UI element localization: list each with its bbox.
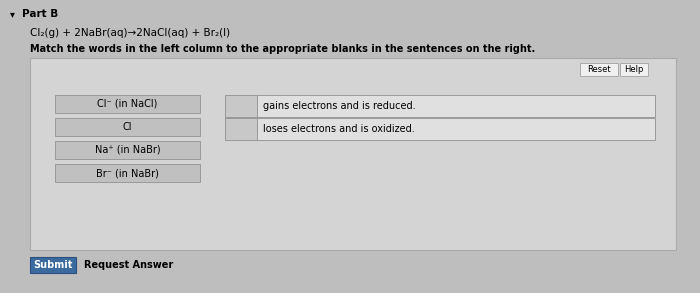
Bar: [55, 164, 200, 182]
Bar: [225, 95, 257, 117]
Bar: [30, 58, 676, 250]
Text: loses electrons and is oxidized.: loses electrons and is oxidized.: [263, 124, 414, 134]
Bar: [225, 118, 257, 140]
Bar: [30, 257, 76, 273]
Text: Submit: Submit: [34, 260, 73, 270]
Bar: [55, 95, 200, 113]
Bar: [225, 118, 655, 140]
Text: Request Answer: Request Answer: [84, 260, 174, 270]
Text: Help: Help: [624, 65, 644, 74]
Bar: [55, 141, 200, 159]
Text: Part B: Part B: [22, 9, 58, 19]
Text: ▾: ▾: [10, 9, 15, 19]
Text: gains electrons and is reduced.: gains electrons and is reduced.: [263, 101, 416, 111]
Text: Cl⁻ (in NaCl): Cl⁻ (in NaCl): [97, 99, 158, 109]
Text: Cl: Cl: [122, 122, 132, 132]
Bar: [580, 63, 618, 76]
Text: Cl₂(g) + 2NaBr(aq)→2NaCl(aq) + Br₂(l): Cl₂(g) + 2NaBr(aq)→2NaCl(aq) + Br₂(l): [30, 28, 230, 38]
Bar: [620, 63, 648, 76]
Bar: [225, 95, 655, 117]
Text: Br⁻ (in NaBr): Br⁻ (in NaBr): [96, 168, 159, 178]
Text: Match the words in the left column to the appropriate blanks in the sentences on: Match the words in the left column to th…: [30, 44, 536, 54]
Text: Reset: Reset: [587, 65, 611, 74]
Text: Na⁺ (in NaBr): Na⁺ (in NaBr): [94, 145, 160, 155]
Bar: [55, 118, 200, 136]
